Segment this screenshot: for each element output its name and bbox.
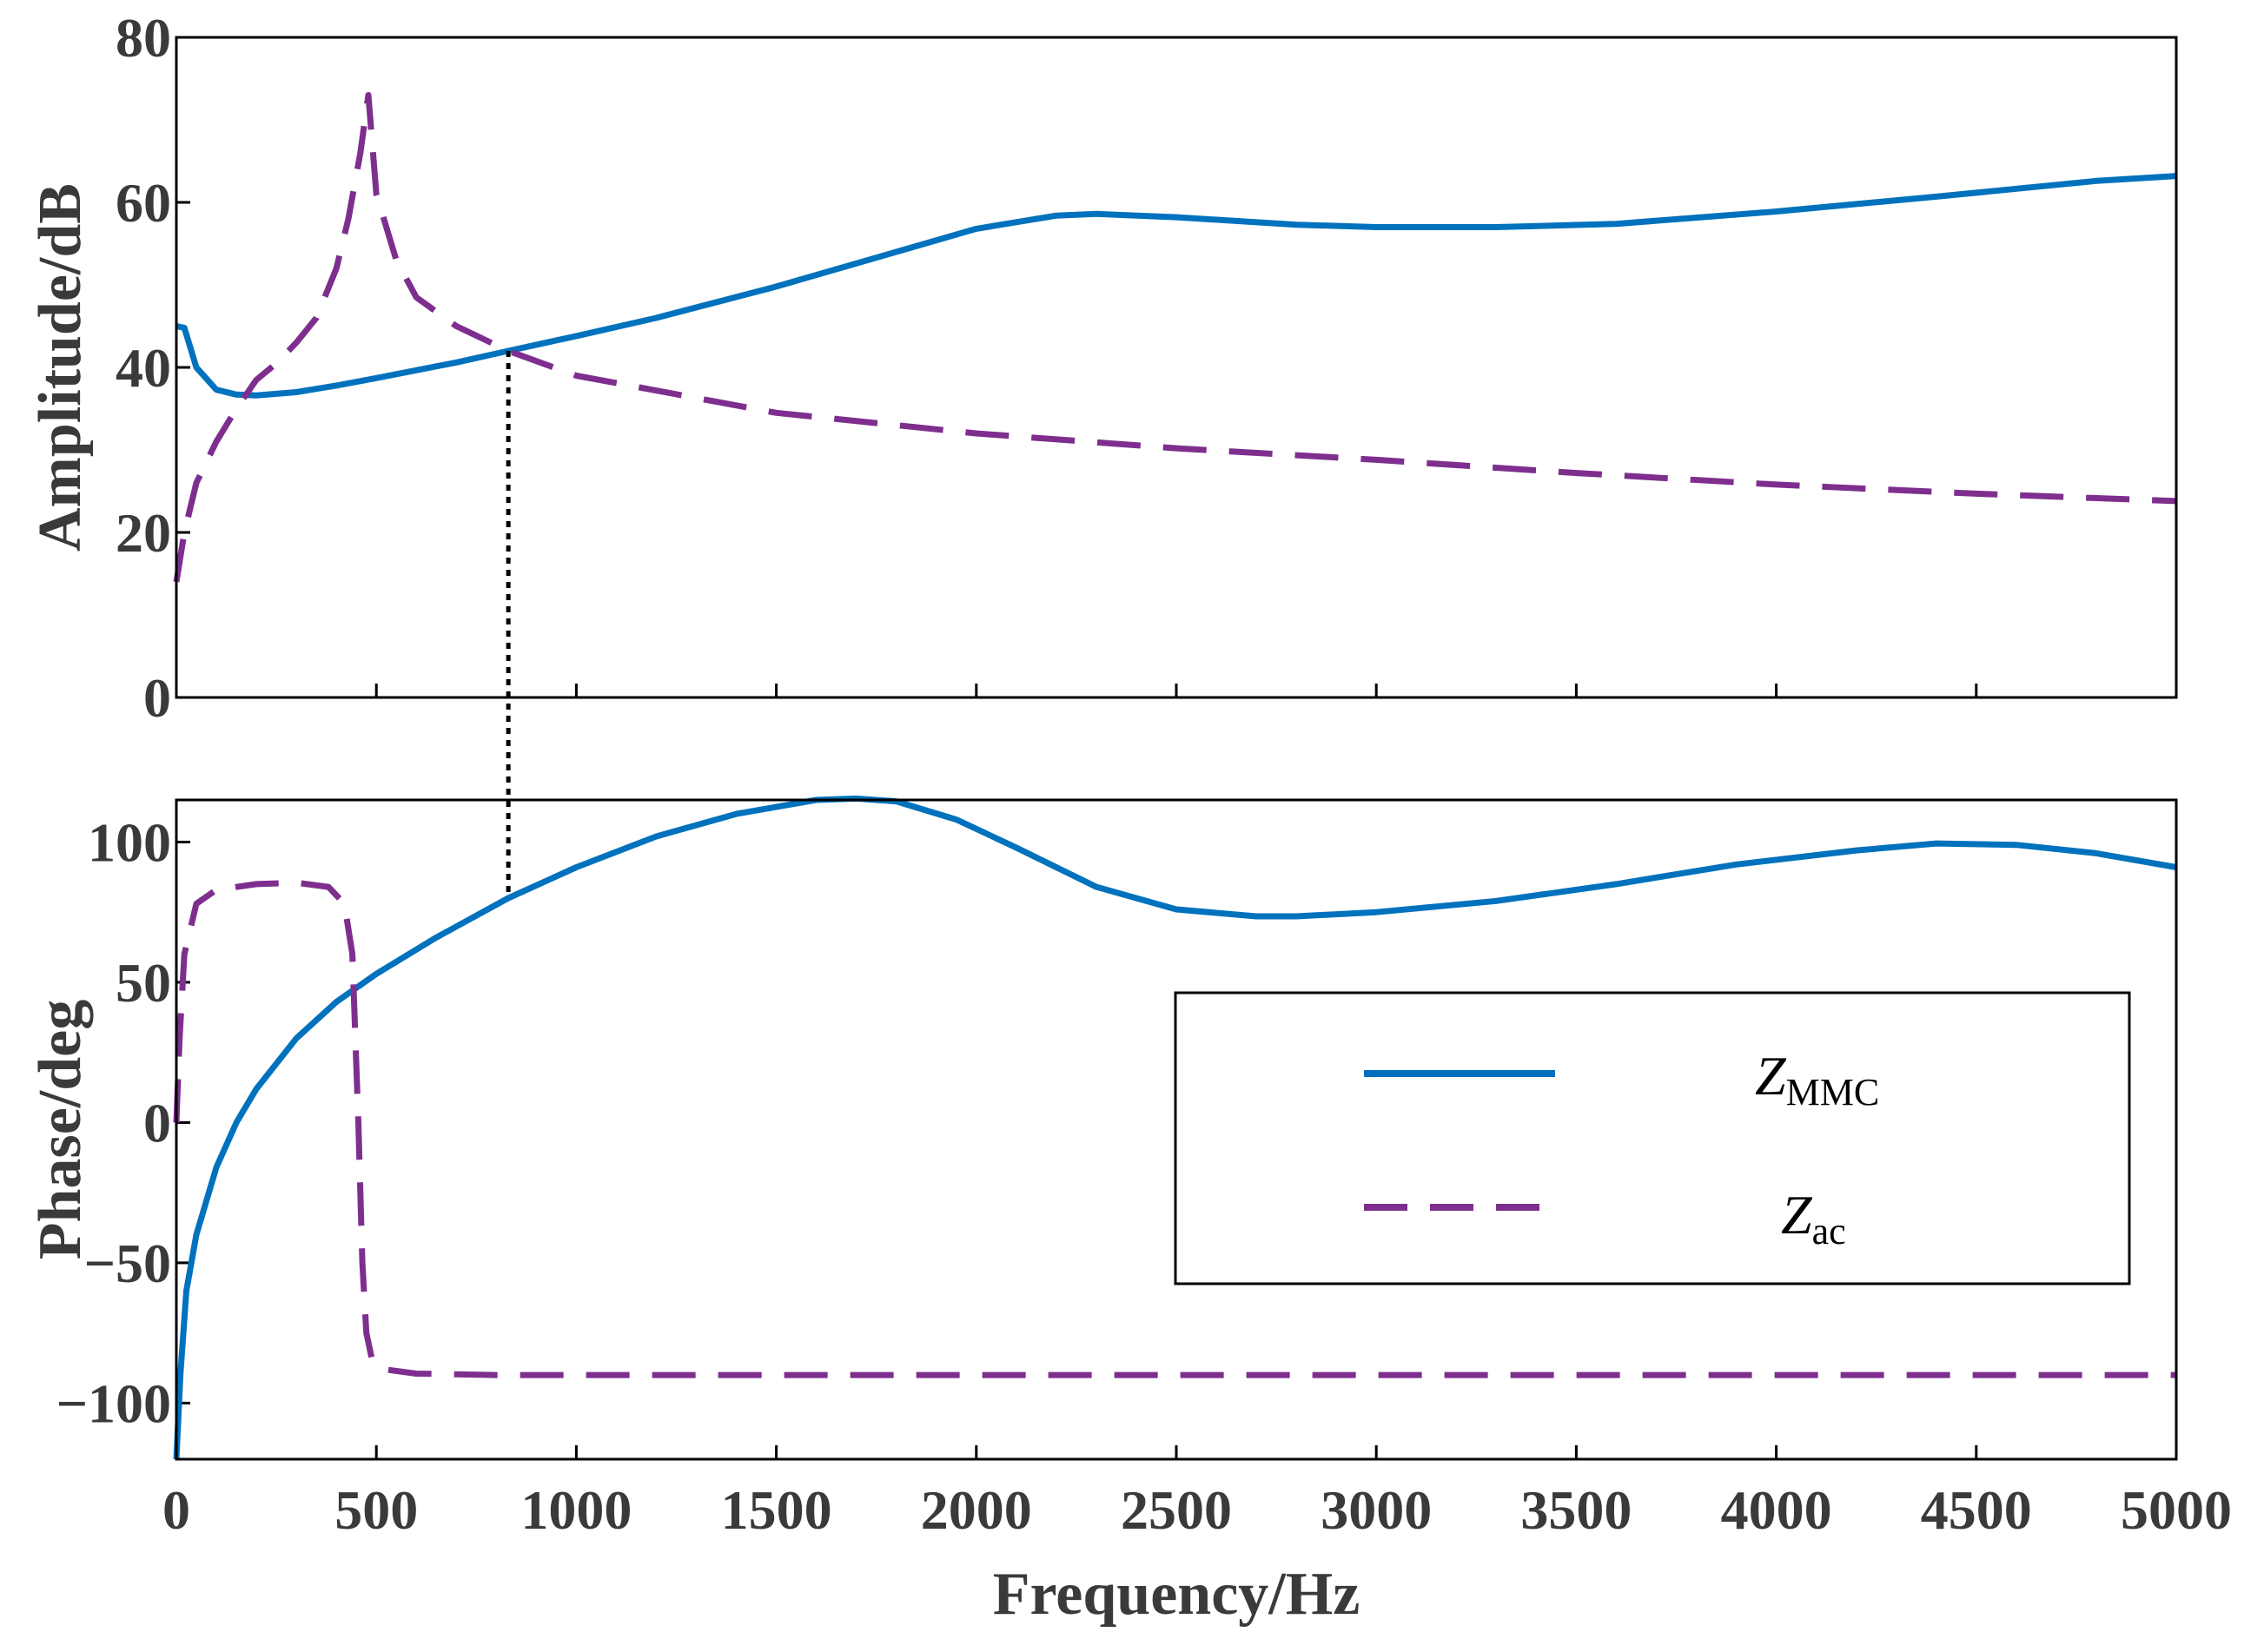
- phase-y-tick-label: 50: [116, 952, 171, 1014]
- amplitude-y-ticks: 0 20 40 60 80: [116, 7, 190, 729]
- x-tick-label: 0: [162, 1479, 190, 1541]
- x-tick-label: 1000: [520, 1479, 632, 1541]
- legend-label-zac: Zac: [1781, 1184, 1846, 1252]
- phase-series-zac: [173, 879, 2176, 1378]
- phase-y-tick-label: −100: [56, 1372, 171, 1434]
- amplitude-plot-frame: [175, 36, 2178, 699]
- phase-y-tick-label: 100: [88, 811, 171, 873]
- legend-label-zmmc: ZMMC: [1755, 1045, 1879, 1113]
- x-tick-label: 4000: [1721, 1479, 1832, 1541]
- legend-box: [1174, 991, 2131, 1285]
- amplitude-panel: 0 20 40 60 80 Amplitude/dB: [27, 7, 2178, 729]
- x-tick-label: 500: [334, 1479, 418, 1541]
- phase-panel: −100 −50 0 50 100 Phase/deg: [27, 795, 2178, 1461]
- legend: ZMMC Zac: [1174, 991, 2131, 1285]
- x-tick-label: 2500: [1121, 1479, 1232, 1541]
- amplitude-y-tick-label: 60: [116, 172, 171, 234]
- x-tick-label: 3500: [1520, 1479, 1632, 1541]
- x-tick-label: 1500: [721, 1479, 832, 1541]
- amplitude-y-tick-label: 80: [116, 7, 171, 69]
- amplitude-y-tick-label: 20: [116, 502, 171, 564]
- x-tick-label: 4500: [1921, 1479, 2032, 1541]
- amplitude-series: [173, 92, 2177, 583]
- amplitude-y-tick-label: 40: [116, 337, 171, 399]
- x-tick-label: 5000: [2121, 1479, 2232, 1541]
- x-axis-ticks: 0 500 1000 1500 2000 2500 3000 3500 4000 4500 5000: [162, 684, 2232, 1541]
- x-axis-title: Frequency/Hz: [993, 1561, 1360, 1628]
- amplitude-axis-title: Amplitude/dB: [27, 183, 94, 552]
- phase-y-tick-label: −50: [84, 1232, 171, 1294]
- amplitude-series-zmmc: [175, 173, 2177, 399]
- phase-axis-title: Phase/deg: [27, 1000, 94, 1259]
- amplitude-series-zac: [173, 92, 2177, 583]
- amplitude-y-tick-label: 0: [143, 667, 171, 729]
- phase-y-ticks: −100 −50 0 50 100: [56, 811, 190, 1434]
- x-tick-label: 2000: [921, 1479, 1032, 1541]
- x-tick-label: 3000: [1321, 1479, 1432, 1541]
- phase-y-tick-label: 0: [143, 1092, 171, 1153]
